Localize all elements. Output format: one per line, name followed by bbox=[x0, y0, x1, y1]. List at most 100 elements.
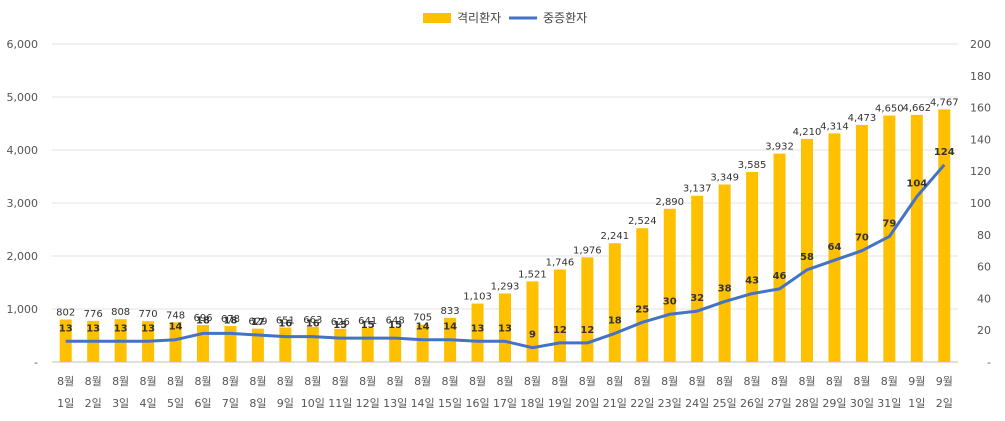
bar-data-label: 2,241 bbox=[600, 231, 629, 242]
line-data-label: 18 bbox=[196, 315, 210, 326]
bar-data-label: 1,521 bbox=[518, 269, 547, 280]
y-left-tick-label: 4,000 bbox=[7, 144, 39, 157]
y-right-tick-label: - bbox=[987, 356, 991, 369]
y-left-tick-label: 5,000 bbox=[7, 91, 39, 104]
severe-patients-line bbox=[65, 163, 946, 350]
x-tick-day: 1일 bbox=[57, 396, 74, 410]
x-axis: 8월 1일 8월 2일 8월 3일 8월 4일 8월 5일 8월 6일 8월 7일 8월 8일 8월 9일 8월 10… bbox=[57, 375, 953, 410]
x-tick-day: 5일 bbox=[167, 396, 184, 410]
x-tick-day: 17일 bbox=[493, 396, 517, 410]
x-tick-day: 22일 bbox=[630, 396, 654, 410]
bar bbox=[938, 109, 951, 362]
x-tick-day: 4일 bbox=[140, 396, 157, 410]
bar-data-label: 4,314 bbox=[820, 121, 849, 132]
bar bbox=[279, 327, 292, 362]
bar-data-label: 4,662 bbox=[902, 103, 931, 114]
x-tick-day: 25일 bbox=[713, 396, 737, 410]
x-tick-day: 14일 bbox=[411, 396, 435, 410]
x-tick-month: 8월 bbox=[881, 375, 898, 388]
x-tick-month: 8월 bbox=[496, 375, 513, 388]
bar-data-label: 1,746 bbox=[546, 257, 575, 268]
bar-data-label: 770 bbox=[139, 309, 158, 320]
bar-data-label: 4,473 bbox=[848, 113, 877, 124]
line-data-label: 13 bbox=[498, 323, 512, 334]
bar-data-label: 3,585 bbox=[738, 160, 767, 171]
legend-label-line: 중증환자 bbox=[543, 11, 587, 25]
line-data-label: 14 bbox=[169, 322, 183, 333]
y-right-tick-label: 80 bbox=[977, 229, 991, 242]
bar-data-label: 808 bbox=[111, 307, 130, 318]
x-tick-day: 10일 bbox=[301, 396, 325, 410]
x-tick-month: 8월 bbox=[359, 375, 376, 388]
line-data-label: 30 bbox=[663, 296, 677, 307]
x-tick-month: 8월 bbox=[194, 375, 211, 388]
y-right-tick-label: 180 bbox=[970, 70, 991, 83]
bar-data-label: 696 bbox=[193, 313, 212, 324]
x-tick-month: 8월 bbox=[689, 375, 706, 388]
bar-data-label: 648 bbox=[386, 316, 405, 327]
bar-data-label: 3,349 bbox=[710, 173, 739, 184]
x-tick-month: 8월 bbox=[579, 375, 596, 388]
bar bbox=[801, 138, 813, 362]
bar-data-label: 4,650 bbox=[875, 104, 904, 115]
bar-data-label: 3,137 bbox=[683, 184, 712, 195]
x-tick-month: 8월 bbox=[167, 375, 184, 388]
bar bbox=[224, 326, 237, 362]
y-right-tick-label: 60 bbox=[977, 261, 991, 274]
bar bbox=[855, 124, 868, 362]
line-data-label: 104 bbox=[906, 179, 927, 190]
bar bbox=[910, 114, 923, 362]
gridlines bbox=[52, 43, 958, 363]
bar-data-label: 626 bbox=[331, 317, 350, 328]
line-data-label: 25 bbox=[635, 304, 649, 315]
line-data-label: 18 bbox=[608, 315, 622, 326]
bar-data-label: 651 bbox=[276, 315, 295, 326]
bar-data-label: 2,524 bbox=[628, 216, 657, 227]
line-data-label: 15 bbox=[333, 320, 347, 331]
line-data-label: 38 bbox=[718, 284, 732, 295]
line-data-label: 46 bbox=[773, 271, 787, 282]
bar bbox=[883, 115, 896, 362]
x-tick-month: 8월 bbox=[304, 375, 321, 388]
bar bbox=[636, 228, 649, 362]
bar-data-label: 663 bbox=[303, 315, 322, 326]
x-tick-day: 24일 bbox=[685, 396, 709, 410]
y-left-tick-label: 3,000 bbox=[7, 197, 39, 210]
x-tick-day: 12일 bbox=[356, 396, 380, 410]
y-left-tick-label: 6,000 bbox=[7, 38, 39, 51]
line-data-label: 15 bbox=[388, 320, 402, 331]
x-tick-month: 8월 bbox=[771, 375, 788, 388]
bar bbox=[361, 328, 374, 362]
bar bbox=[773, 153, 786, 362]
x-tick-day: 8일 bbox=[249, 396, 266, 410]
x-tick-day: 6일 bbox=[194, 396, 211, 410]
legend-label-bar: 격리환자 bbox=[457, 11, 501, 25]
bar-data-label: 705 bbox=[413, 313, 432, 324]
y-axis-left: - 1,000 2,000 3,000 4,000 5,000 6,000 bbox=[7, 38, 39, 369]
x-tick-day: 18일 bbox=[520, 396, 544, 410]
bar bbox=[691, 195, 704, 362]
line-data-label: 14 bbox=[416, 322, 430, 333]
line-data-label: 9 bbox=[529, 330, 536, 341]
x-tick-day: 2일 bbox=[936, 396, 953, 410]
x-tick-month: 8월 bbox=[112, 375, 129, 388]
bar bbox=[608, 243, 621, 362]
bar bbox=[334, 328, 347, 362]
x-tick-day: 26일 bbox=[740, 396, 764, 410]
x-tick-month: 8월 bbox=[442, 375, 459, 388]
x-tick-day: 9일 bbox=[277, 396, 294, 410]
x-tick-month: 8월 bbox=[551, 375, 568, 388]
x-tick-month: 9월 bbox=[936, 375, 953, 388]
bar-data-label: 1,976 bbox=[573, 245, 602, 256]
x-tick-month: 8월 bbox=[85, 375, 102, 388]
x-tick-month: 8월 bbox=[387, 375, 404, 388]
line-data-label: 16 bbox=[306, 319, 320, 330]
y-right-tick-label: 120 bbox=[970, 165, 991, 178]
line-data-label: 13 bbox=[141, 323, 155, 334]
x-tick-month: 8월 bbox=[826, 375, 843, 388]
y-left-tick-label: - bbox=[34, 356, 38, 369]
bar bbox=[169, 322, 182, 362]
x-tick-day: 31일 bbox=[877, 396, 901, 410]
x-tick-month: 8월 bbox=[332, 375, 349, 388]
x-tick-month: 8월 bbox=[716, 375, 733, 388]
